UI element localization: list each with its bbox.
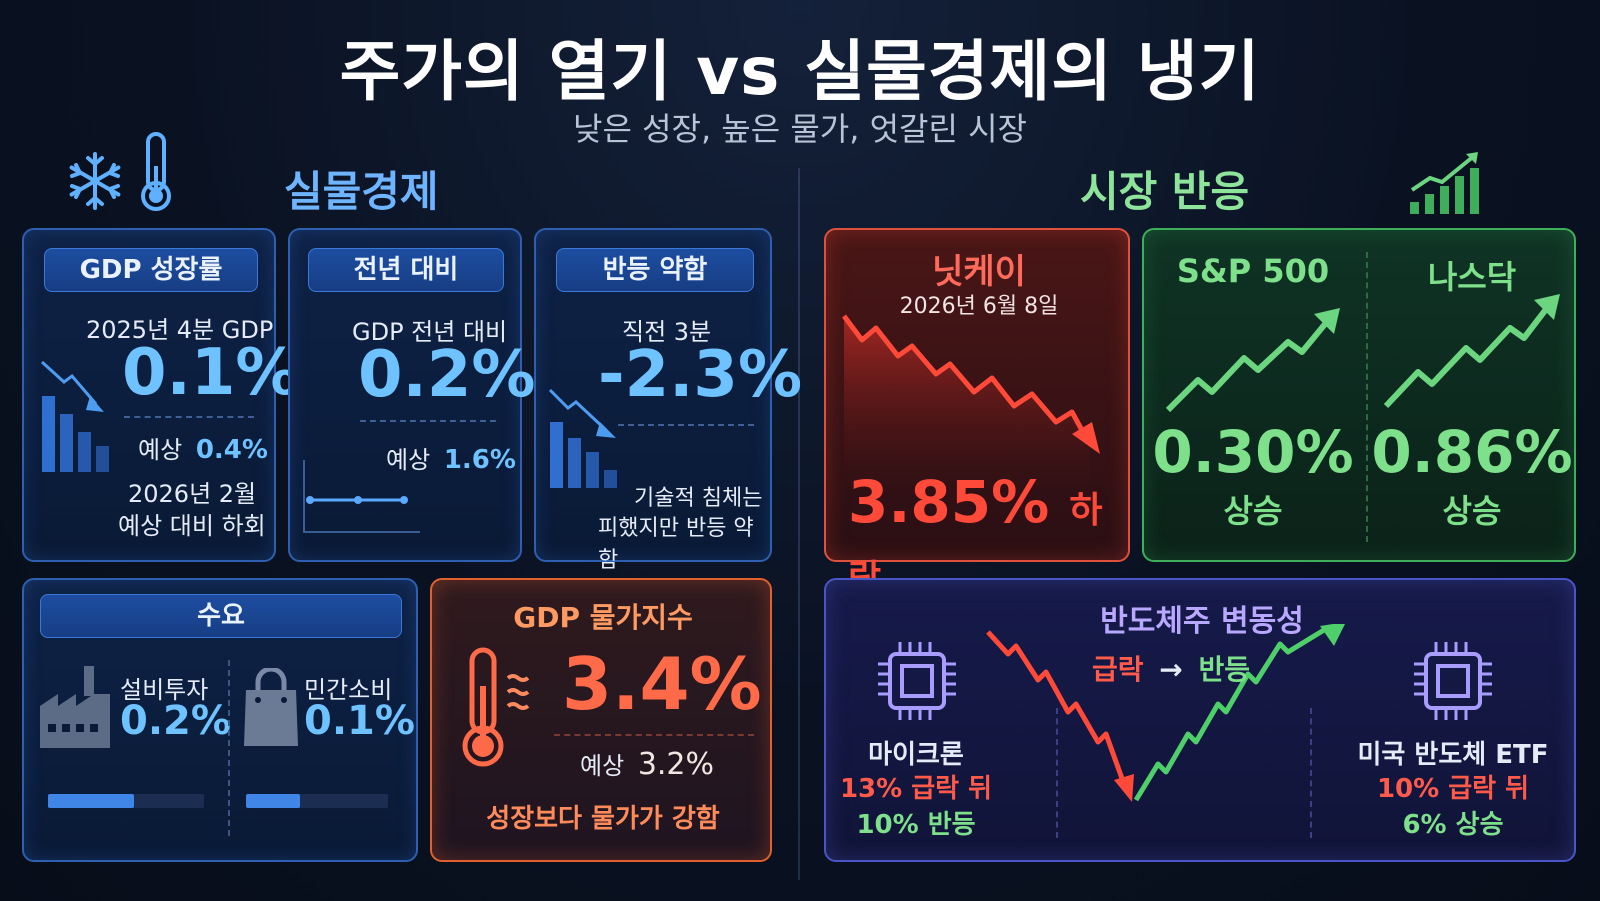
consumption-value: 0.1% (304, 698, 415, 744)
flat-line-icon (300, 456, 424, 540)
consumption-progress (246, 794, 388, 808)
nasdaq-value: 0.86% (1371, 418, 1573, 486)
rebound-label: 반등 약함 (556, 248, 754, 292)
card-us-indices: S&P 500 0.30% 상승 나스닥 0.86% 상승 (1142, 228, 1576, 562)
capex-progress (48, 794, 204, 808)
rebound-value: -2.3% (598, 338, 803, 412)
semis-divider-left (1056, 708, 1058, 838)
yoy-desc: GDP 전년 대비 (352, 318, 508, 346)
deflator-note: 성장보다 물가가 강함 (486, 804, 720, 834)
semis-flow-from: 급락 (1092, 653, 1144, 686)
consumption-progress-fill (246, 794, 300, 808)
shopping-bag-icon (242, 666, 300, 752)
etf-rise: 6% 상승 (1402, 810, 1504, 840)
nikkei-label: 닛케이 (932, 252, 1026, 292)
nikkei-date: 2026년 6월 8일 (899, 294, 1059, 319)
yoy-forecast-label: 예상 (386, 446, 431, 474)
nasdaq-direction: 상승 (1442, 492, 1502, 530)
card-deflator: GDP 물가지수 3.4% 예상 3.2% 성장보다 물가가 강함 (430, 578, 772, 862)
snowflake-icon (64, 150, 126, 216)
nasdaq-up-chart (1382, 292, 1562, 416)
capex-progress-fill (48, 794, 134, 808)
card-demand: 수요 설비투자 0.2% 민간소비 0.1% (22, 578, 418, 862)
center-divider (798, 168, 800, 880)
yoy-value: 0.2% (358, 338, 536, 412)
nikkei-decline-chart (842, 310, 1108, 494)
sp500-direction: 상승 (1223, 492, 1283, 530)
consumption-label: 민간소비 (304, 676, 393, 704)
sp500-value: 0.30% (1152, 418, 1354, 486)
nasdaq-label: 나스닥 (1427, 258, 1517, 296)
bar-decline-icon (38, 352, 124, 486)
semis-v-shape-chart (984, 622, 1374, 818)
bar-chart-up-icon (1408, 150, 1482, 220)
divider-line (554, 734, 754, 736)
demand-divider (228, 660, 230, 836)
thermometer-hot-icon (458, 646, 538, 774)
rebound-note-1: 기술적 침체는 (634, 486, 763, 511)
micron-rebound: 10% 반등 (856, 810, 976, 840)
card-semis: 반도체주 변동성 마이크론 13% 급락 뒤 10% 반등 급락 → 반등 (824, 578, 1576, 862)
chip-icon (1408, 636, 1498, 730)
semis-flow-arrow: → (1159, 653, 1183, 686)
gdp-growth-period: 2025년 4분 GDP (86, 316, 274, 344)
chip-icon (872, 636, 962, 730)
deflator-label: GDP 물가지수 (513, 601, 693, 634)
card-nikkei: 닛케이 2026년 6월 8일 3.85% 하락 (824, 228, 1130, 599)
sp500-up-chart (1164, 306, 1344, 420)
card-yoy: 전년 대비 GDP 전년 대비 0.2% 예상 1.6% (288, 228, 536, 562)
deflator-forecast-label: 예상 (580, 752, 625, 780)
gdp-growth-note-2: 예상 대비 하회 (118, 512, 266, 540)
etf-drop: 10% 급락 뒤 (1376, 774, 1530, 804)
gdp-growth-label: GDP 성장률 (44, 248, 258, 292)
rebound-desc: 직전 3분 (622, 318, 712, 346)
capex-label: 설비투자 (120, 676, 209, 704)
gdp-growth-note-1: 2026년 2월 (128, 480, 257, 508)
semis-flow-to: 반등 (1198, 653, 1251, 686)
semis-divider-right (1310, 708, 1312, 838)
factory-icon (38, 662, 112, 752)
capex-value: 0.2% (120, 698, 231, 744)
gdp-growth-forecast-value: 0.4% (195, 435, 268, 465)
bar-decline-icon (546, 386, 636, 500)
divider-line (124, 416, 254, 418)
nikkei-value: 3.85% (848, 468, 1050, 536)
micron-drop: 13% 급락 뒤 (839, 774, 993, 804)
divider-line (618, 424, 754, 426)
deflator-forecast-value: 3.2% (637, 747, 715, 782)
micron-label: 마이크론 (868, 740, 964, 770)
divider-line (360, 420, 496, 422)
rebound-note-2: 피했지만 반등 약함 (598, 516, 754, 573)
section-title-economy: 실물경제 (284, 167, 439, 216)
gdp-growth-value: 0.1% (122, 336, 300, 410)
card-gdp-growth: GDP 성장률 2025년 4분 GDP 0.1% 예상 0.4% 2026년 … (22, 228, 300, 562)
gdp-growth-forecast-label: 예상 (138, 436, 183, 464)
page-subtitle: 낮은 성장, 높은 물가, 엇갈린 시장 (573, 110, 1027, 148)
etf-label: 미국 반도체 ETF (1357, 740, 1549, 770)
demand-label: 수요 (40, 594, 402, 638)
deflator-value: 3.4% (562, 642, 762, 726)
indices-divider (1366, 252, 1368, 542)
section-title-market: 시장 반응 (1080, 167, 1250, 216)
page-title: 주가의 열기 vs 실물경제의 냉기 (339, 33, 1261, 110)
yoy-forecast-value: 1.6% (443, 445, 516, 475)
sp500-label: S&P 500 (1176, 252, 1330, 290)
semis-title: 반도체주 변동성 (1100, 604, 1304, 639)
card-rebound: 반등 약함 직전 3분 -2.3% 기술적 침체는 피했지만 반등 약함 (534, 228, 802, 573)
yoy-label: 전년 대비 (308, 248, 504, 292)
thermometer-cold-icon (136, 130, 176, 218)
